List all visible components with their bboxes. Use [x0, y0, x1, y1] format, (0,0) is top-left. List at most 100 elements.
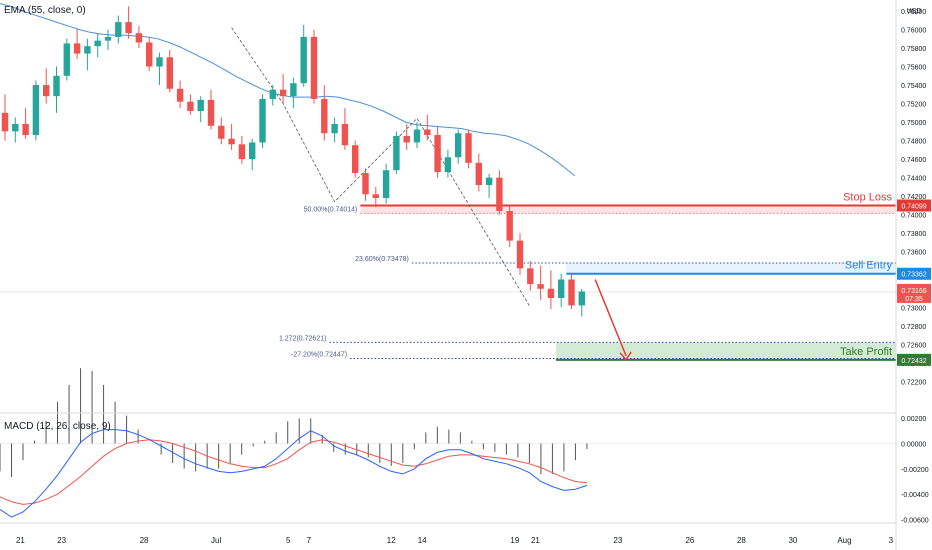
time-axis-tick: 21	[531, 536, 540, 545]
candle-body	[228, 138, 235, 145]
macd-panel	[0, 368, 896, 518]
candle-body	[279, 89, 287, 97]
take-profit-price-tag-text: 0.72432	[901, 358, 926, 365]
time-axis-tick: 23	[57, 536, 66, 545]
candle-body	[547, 288, 555, 299]
sell-entry-label: Sell Entry	[845, 260, 893, 272]
candle-body	[496, 177, 503, 211]
candle-body	[393, 135, 400, 171]
projection-arrow-head	[619, 351, 632, 362]
candle-body	[413, 129, 421, 143]
candle-body	[32, 85, 40, 136]
price-axis-tick: 0.75400	[901, 83, 926, 90]
fib-level-label: 50.00%(0.74014)	[304, 206, 358, 213]
candle-body	[527, 268, 534, 285]
candle-body	[73, 43, 81, 54]
price-axis-tick: 0.75000	[901, 120, 926, 127]
sell-entry-price-tag	[897, 267, 931, 280]
candle-body	[424, 129, 431, 136]
time-axis-tick: 28	[140, 536, 149, 545]
price-axis-tick: 0.73000	[901, 305, 926, 312]
stop-loss-label: Stop Loss	[843, 192, 892, 204]
candle-body	[63, 43, 70, 76]
candle-body	[176, 88, 184, 102]
price-axis-tick: 0.75600	[901, 65, 926, 72]
candle-body	[403, 135, 410, 143]
candle-body	[104, 36, 112, 41]
macd-line	[0, 429, 588, 518]
candle-body	[156, 57, 163, 67]
candle-body	[475, 162, 482, 186]
price-panel: 50.00%(0.74014) 23.60%(0.73478) 1.272(0.72…	[0, 3, 897, 362]
price-axis-tick: 0.73800	[901, 231, 926, 238]
candle-body	[516, 240, 524, 269]
candle-body	[444, 157, 452, 173]
candle-body	[455, 133, 462, 158]
price-axis-tick: 0.72600	[901, 342, 926, 349]
price-axis-tick: 0.74400	[901, 176, 926, 183]
candle-body	[382, 170, 390, 199]
macd-indicator-label[interactable]: MACD (12, 26, close, 9)	[4, 421, 111, 432]
time-axis-tick: 23	[613, 536, 622, 545]
macd-axis-tick: 0.00000	[901, 442, 926, 449]
candle-body	[1, 112, 9, 132]
candle-body	[578, 291, 585, 306]
candle-body	[300, 36, 307, 84]
price-axis-tick: 0.76200	[901, 9, 926, 16]
candle-body	[43, 85, 50, 97]
last-price-countdown: 07:35	[905, 296, 923, 303]
price-axis-tick: 0.74000	[901, 213, 926, 220]
stop-loss-price-tag-text: 0.74099	[901, 204, 926, 211]
price-axis-tick: 0.75200	[901, 102, 926, 109]
take-profit-zone	[556, 342, 896, 360]
ema-indicator-label[interactable]: EMA (55, close, 0)	[4, 5, 86, 16]
candle-body	[12, 123, 19, 132]
time-axis-tick: Jul	[211, 536, 221, 545]
candle-body	[362, 173, 369, 195]
fib-level-label: 23.60%(0.73478)	[355, 256, 409, 263]
macd-axis-tick: -0.00600	[901, 518, 929, 525]
ema-line	[0, 3, 575, 177]
candle-body	[146, 42, 153, 67]
candle-body	[207, 99, 215, 126]
candle-body	[506, 210, 513, 241]
time-axis-tick: 26	[685, 536, 694, 545]
price-axis-tick: 0.76000	[901, 28, 926, 35]
stop-loss-price-tag	[897, 199, 931, 212]
fib-level-label: -27.20%(0.72447)	[291, 351, 347, 358]
price-axis-tick: 0.74800	[901, 139, 926, 146]
time-axis-tick: 21	[16, 536, 25, 545]
time-axis-tick: 19	[510, 536, 519, 545]
time-axis-tick: 5	[286, 536, 291, 545]
macd-axis-tick: 0.00200	[901, 416, 926, 423]
time-axis-tick: 30	[788, 536, 797, 545]
price-axis-tick: 0.74200	[901, 194, 926, 201]
time-axis-tick: Aug	[837, 536, 851, 545]
candle-body	[22, 123, 29, 136]
candle-body	[259, 98, 266, 143]
sell-entry-price-tag-text: 0.73362	[901, 272, 926, 279]
candle-body	[94, 40, 101, 47]
candle-body	[197, 99, 204, 111]
zigzag-wave-line	[231, 27, 531, 308]
candle-body	[537, 284, 544, 289]
stop-loss-zone	[360, 205, 897, 214]
currency-badge: USD	[907, 8, 922, 15]
time-axis-tick: 3	[889, 536, 894, 545]
candle-body	[352, 145, 359, 174]
candle-body	[187, 101, 194, 111]
candle-body	[53, 75, 60, 97]
projection-arrow	[594, 279, 627, 357]
last-price-tag	[897, 283, 931, 303]
candle-body	[238, 144, 246, 160]
last-price-tag-text: 0.73166	[901, 288, 926, 295]
take-profit-price-tag	[897, 353, 931, 366]
macd-axis-tick: -0.00400	[901, 492, 929, 499]
candle-body	[321, 98, 328, 134]
price-axis-tick: 0.72200	[901, 379, 926, 386]
candle-body	[558, 279, 565, 299]
candle-body	[331, 123, 338, 134]
macd-axis-tick: -0.00200	[901, 467, 929, 474]
